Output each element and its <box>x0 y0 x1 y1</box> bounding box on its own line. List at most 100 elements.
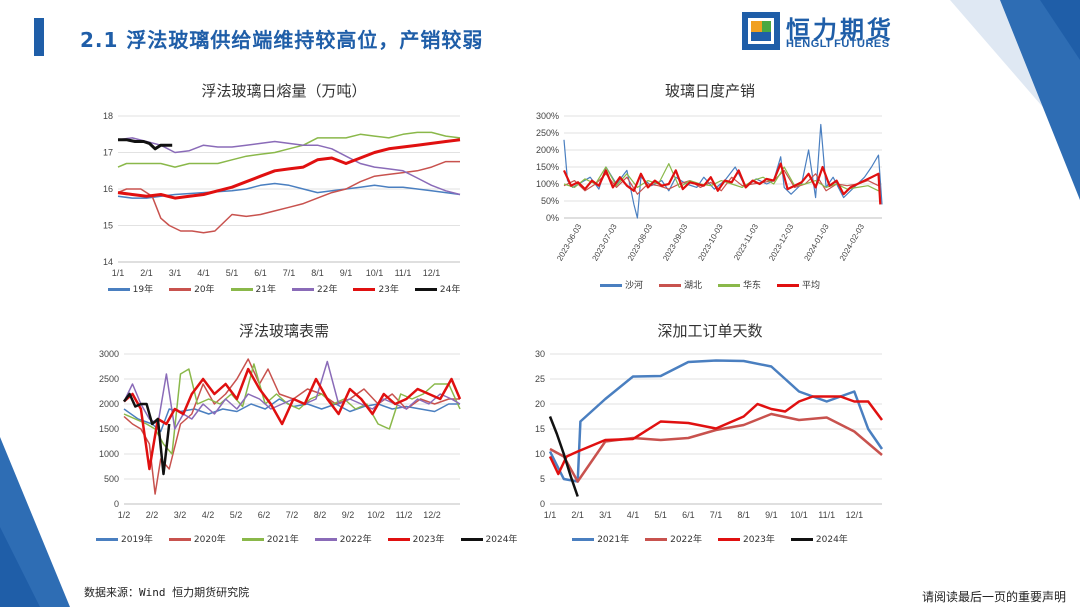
chart-title: 浮法玻璃表需 <box>238 322 329 340</box>
x-tick-label: 8/2 <box>314 510 327 520</box>
chart-title: 浮法玻璃日熔量（万吨） <box>201 82 367 100</box>
legend-swatch <box>718 538 740 541</box>
legend-label: 2021年 <box>597 535 630 545</box>
legend-label: 21年 <box>255 285 276 295</box>
legend-item: 2024年 <box>460 532 518 545</box>
legend-label: 2019年 <box>121 535 153 545</box>
x-tick-label: 9/1 <box>765 510 778 520</box>
chart-legend: 19年 20年 21年 22年 23年 24年 <box>88 282 480 295</box>
series-line-21年 <box>117 131 461 168</box>
legend-swatch <box>387 538 410 541</box>
x-tick-label: 12/1 <box>423 268 441 278</box>
series-line-湖北 <box>563 169 879 195</box>
chart-title: 玻璃日度产销 <box>664 82 755 100</box>
series-line-2022年 <box>123 360 461 430</box>
x-tick-label: 2024-01-03 <box>802 222 831 262</box>
series-line-22年 <box>117 137 461 196</box>
y-tick-label: 500 <box>104 474 119 484</box>
legend-label: 2021年 <box>266 535 299 545</box>
y-tick-label: 2500 <box>99 374 119 384</box>
y-tick-label: 1000 <box>99 449 119 459</box>
x-tick-label: 2024-02-03 <box>838 222 867 262</box>
legend-swatch <box>230 288 253 291</box>
y-tick-label: 3000 <box>99 349 119 359</box>
legend-item: 平均 <box>777 278 820 291</box>
x-tick-label: 12/2 <box>423 510 441 520</box>
x-tick-label: 1/1 <box>544 510 557 520</box>
x-tick-label: 3/1 <box>169 268 182 278</box>
legend-label: 23年 <box>378 285 399 295</box>
y-tick-label: 5 <box>540 474 545 484</box>
legend-label: 2023年 <box>743 535 775 545</box>
legend-swatch <box>658 284 681 287</box>
series-line-2020年 <box>123 358 460 495</box>
legend-swatch <box>241 538 264 541</box>
legend-swatch <box>790 538 813 541</box>
legend-label: 24年 <box>439 285 461 295</box>
y-tick-label: 1500 <box>99 424 119 434</box>
legend-swatch <box>168 538 191 541</box>
legend-swatch <box>292 288 314 291</box>
legend-swatch <box>777 284 800 287</box>
x-tick-label: 2023-08-03 <box>626 222 655 262</box>
y-tick-label: 14 <box>103 257 113 267</box>
y-tick-label: 0% <box>546 213 559 223</box>
y-tick-label: 2000 <box>99 399 119 409</box>
chart-melt-volume: 浮法玻璃日熔量（万吨） 14 15 16 17 18 1/1 2/1 3/1 4/1 5/1 6/1… <box>88 80 480 302</box>
legend-item: 湖北 <box>658 278 702 291</box>
legend-label: 2022年 <box>670 535 702 545</box>
chart-apparent-demand: 浮法玻璃表需 0 500 1000 1500 2000 2500 3000 1/2 2/2 3/2… <box>88 320 517 552</box>
legend-label: 22年 <box>317 285 338 295</box>
series-line-2023年 <box>123 367 462 471</box>
y-tick-label: 30 <box>535 349 545 359</box>
legend-item: 华东 <box>718 278 761 291</box>
series-line-19年 <box>117 182 461 199</box>
legend-swatch <box>96 538 118 541</box>
x-tick-label: 5/2 <box>230 510 243 520</box>
x-tick-label: 11/2 <box>396 510 413 520</box>
series-line-20年 <box>117 160 460 234</box>
y-tick-label: 250% <box>536 128 559 138</box>
legend-label: 2024年 <box>485 535 518 545</box>
legend-label: 2024年 <box>815 535 848 545</box>
x-tick-label: 1/2 <box>118 510 131 520</box>
legend-item: 2021年 <box>572 532 629 545</box>
legend-item: 2020年 <box>168 532 226 545</box>
legend-swatch <box>414 288 437 291</box>
legend-item: 19年 <box>107 282 153 295</box>
x-tick-label: 7/1 <box>283 268 296 278</box>
company-logo: 恒力期货 HENGLI FUTURES <box>742 12 912 52</box>
x-tick-label: 1/1 <box>112 268 125 278</box>
legend-item: 2022年 <box>645 532 702 545</box>
y-tick-label: 15 <box>103 221 113 231</box>
series-line-24年 <box>118 138 173 151</box>
x-tick-label: 2023-06-03 <box>555 222 584 262</box>
series-line-华东 <box>563 162 879 192</box>
legend-item: 沙河 <box>599 278 643 291</box>
x-tick-label: 8/1 <box>737 510 750 520</box>
legend-item: 2019年 <box>96 532 153 545</box>
y-tick-label: 16 <box>103 184 113 194</box>
series-line-2021年 <box>123 363 461 455</box>
series-line-23年 <box>117 138 461 200</box>
legend-swatch <box>599 284 622 287</box>
x-tick-label: 9/2 <box>342 510 355 520</box>
x-tick-label: 4/1 <box>197 268 210 278</box>
decor-bottom-left <box>0 437 70 607</box>
legend-swatch <box>645 538 668 541</box>
legend-item: 2021年 <box>241 532 299 545</box>
x-tick-label: 2023-07-03 <box>590 222 619 262</box>
legend-label: 2023年 <box>412 535 445 545</box>
x-tick-label: 3/2 <box>174 510 187 520</box>
chart-plot: 0 500 1000 1500 2000 2500 3000 1/2 2/2 3/2 4/2 5/2 6… <box>99 349 462 520</box>
logo-name-cn: 恒力期货 <box>786 16 894 44</box>
legend-item: 20年 <box>169 282 215 295</box>
disclaimer-note: 请阅读最后一页的重要声明 <box>921 590 1066 604</box>
legend-swatch <box>107 288 130 291</box>
chart-legend: 2019年 2020年 2021年 2022年 2023年 2024年 <box>88 532 517 545</box>
chart-title: 深加工订单天数 <box>657 322 763 340</box>
legend-item: 23年 <box>353 282 399 295</box>
x-tick-label: 6/1 <box>254 268 267 278</box>
legend-swatch <box>718 284 740 287</box>
chart-order-days: 深加工订单天数 0 5 10 15 20 25 30 1/1 2/1 3/1 4/1 5/1 6/1 7/… <box>520 320 900 552</box>
